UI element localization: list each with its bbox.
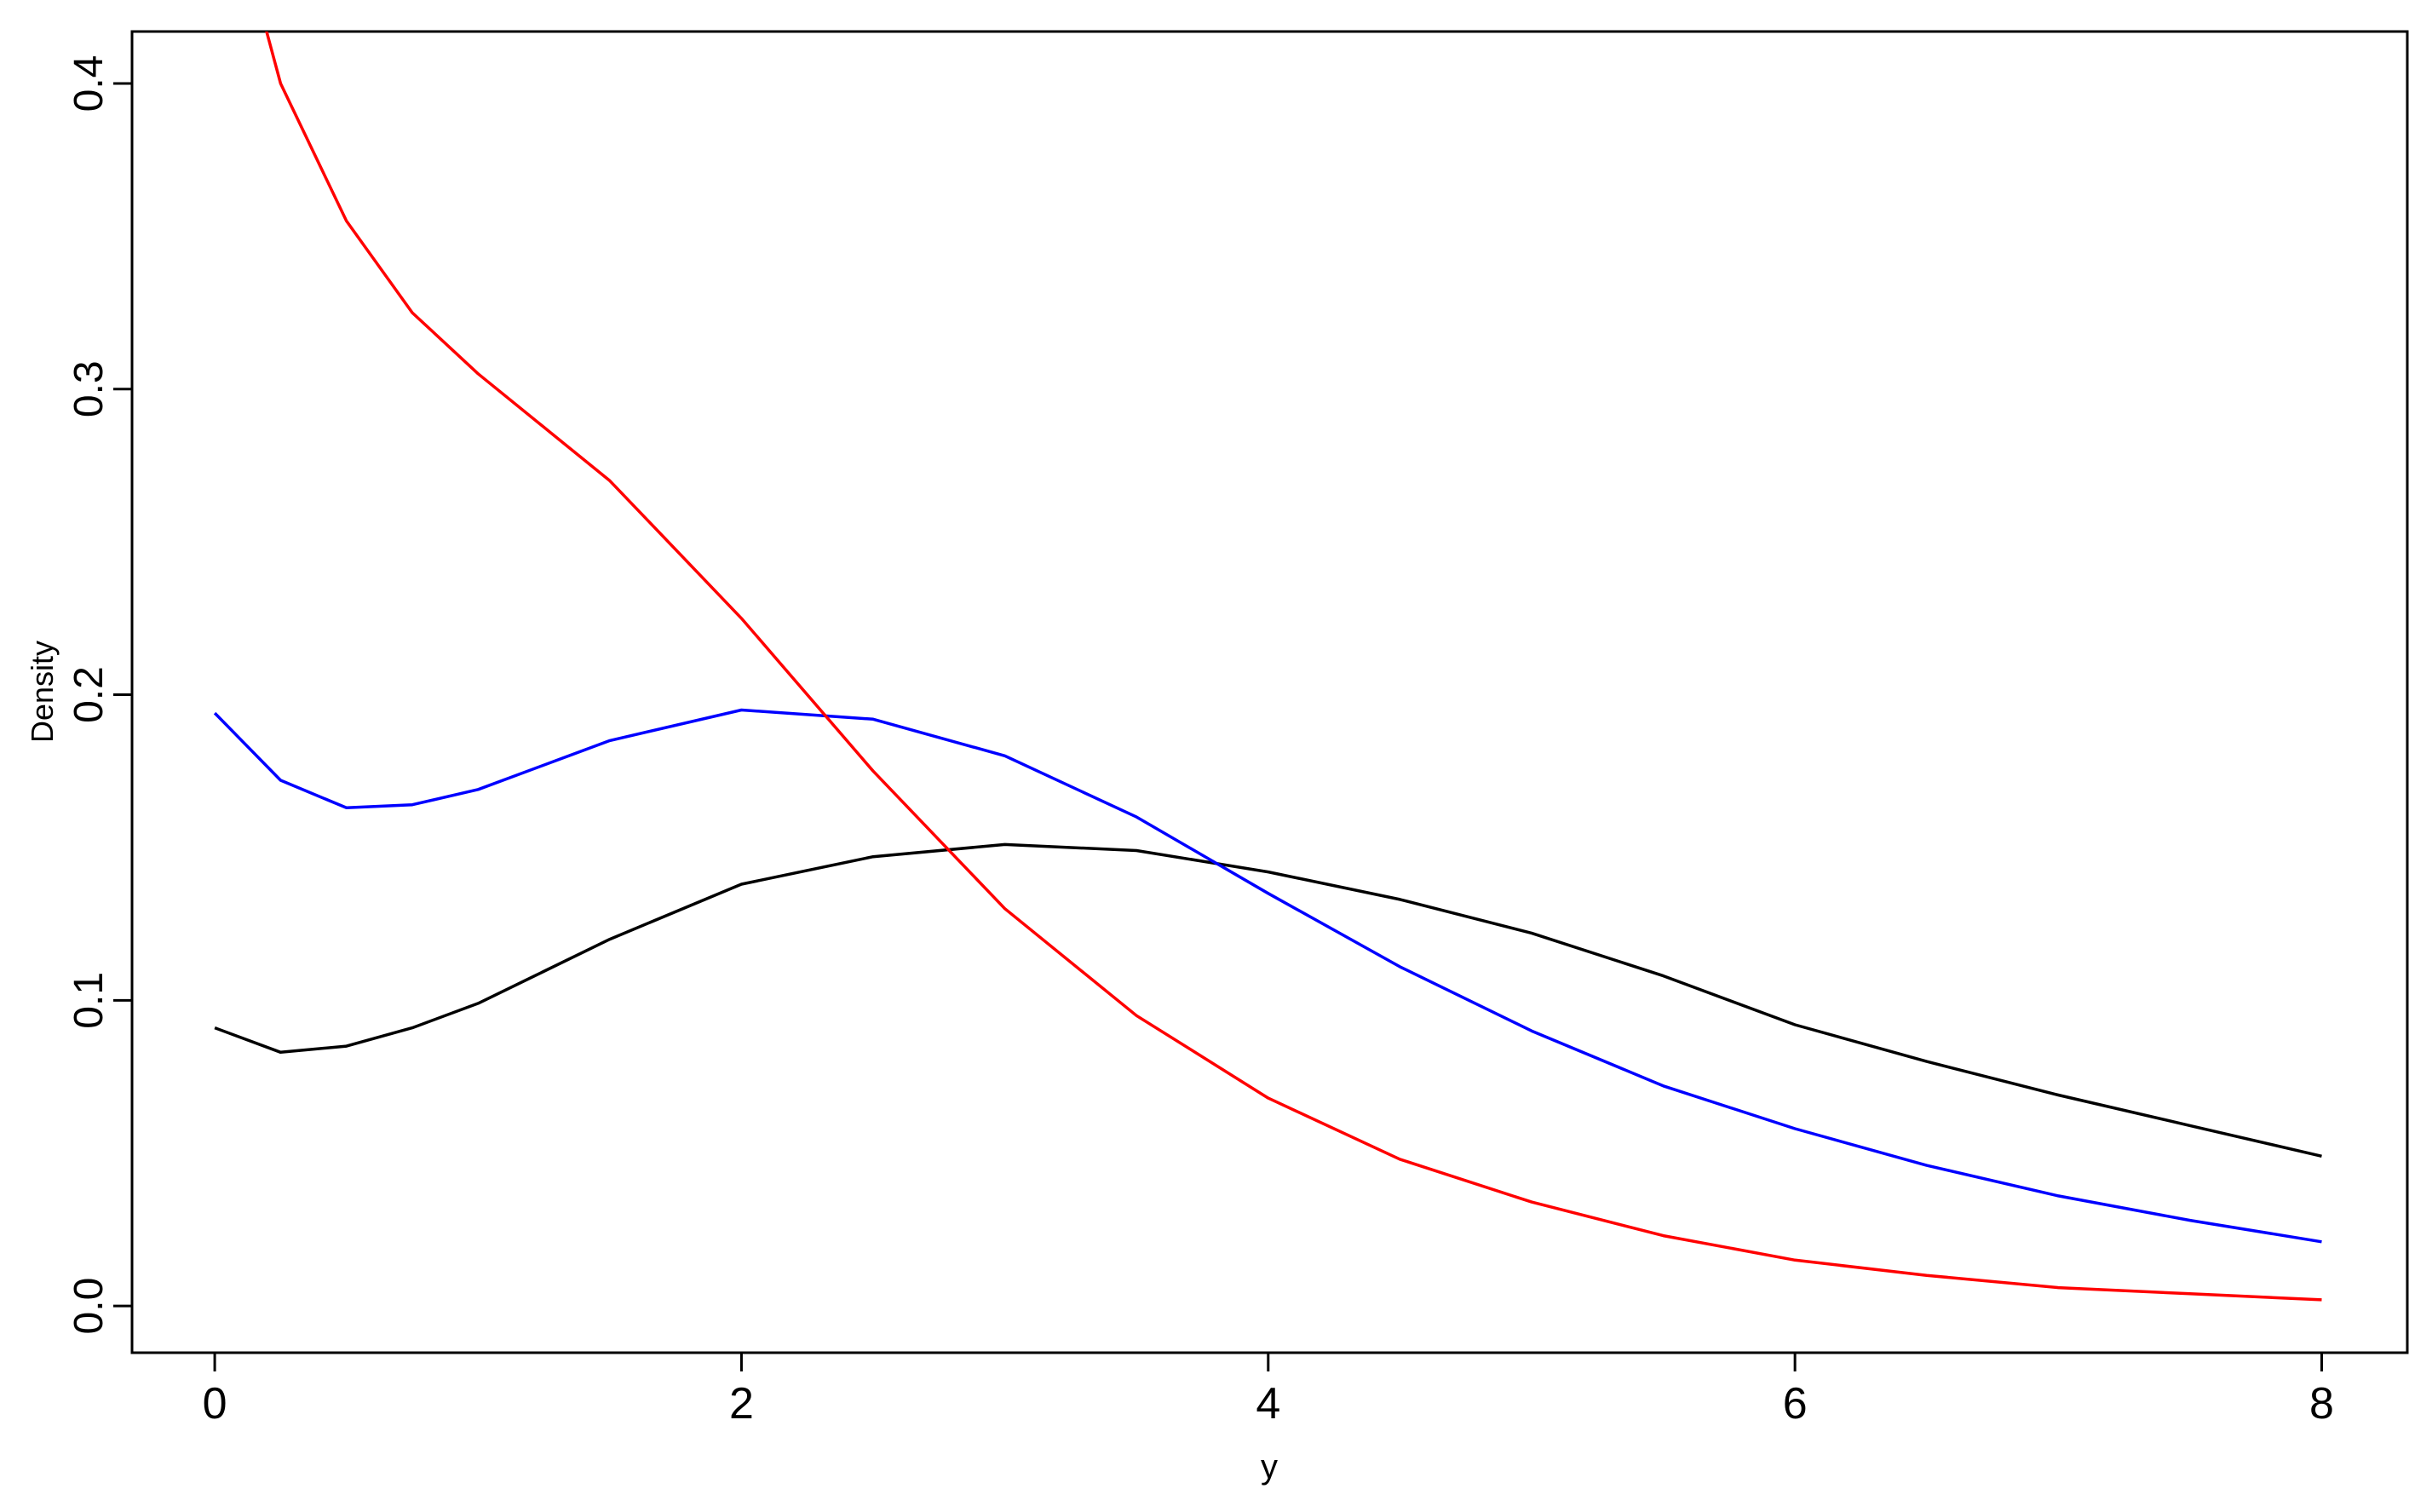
x-tick-label: 0 [203,1379,227,1429]
series-line [214,842,2322,1158]
x-tick-label: 4 [1256,1379,1280,1429]
y-axis-label: Density [25,641,60,743]
y-tick-label: 0.4 [66,55,112,112]
y-tick-label: 0.2 [66,666,112,723]
series-line [213,708,2322,1244]
y-tick-label: 0.0 [66,1278,112,1335]
x-tick-label: 8 [2309,1379,2334,1429]
x-tick-label: 6 [1783,1379,1808,1429]
series-line [265,32,2322,1302]
y-tick-label: 0.3 [66,360,112,417]
x-axis-label: y [1261,1448,1278,1486]
plot-frame [130,30,2409,1354]
plot-area [213,32,2322,1302]
y-tick-label: 0.1 [66,972,112,1029]
x-tick-label: 2 [729,1379,754,1429]
